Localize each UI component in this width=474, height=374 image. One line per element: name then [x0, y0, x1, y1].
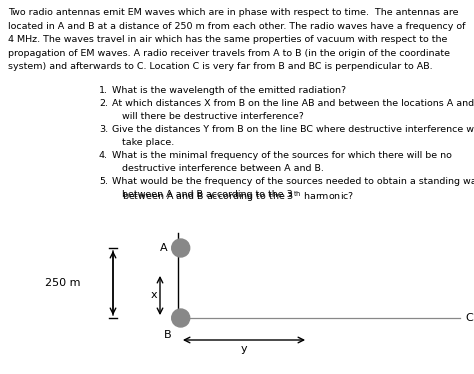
Text: between A and B according to the 3$^{\mathsf{th}}$ harmonic?: between A and B according to the 3$^{\ma… [122, 190, 354, 204]
Text: y: y [241, 344, 247, 354]
Text: destructive interference between A and B.: destructive interference between A and B… [122, 163, 324, 172]
Text: What is the minimal frequency of the sources for which there will be no: What is the minimal frequency of the sou… [112, 150, 452, 159]
Text: 5.: 5. [99, 177, 108, 186]
Text: Two radio antennas emit EM waves which are in phase with respect to time.  The a: Two radio antennas emit EM waves which a… [8, 8, 458, 17]
Text: between A and B according to the 3: between A and B according to the 3 [122, 190, 293, 199]
Text: located in A and B at a distance of 250 m from each other. The radio waves have : located in A and B at a distance of 250 … [8, 21, 465, 31]
Text: Give the distances Y from B on the line BC where destructive interference will: Give the distances Y from B on the line … [112, 125, 474, 134]
Text: take place.: take place. [122, 138, 174, 147]
Text: What is the wavelength of the emitted radiation?: What is the wavelength of the emitted ra… [112, 86, 346, 95]
Text: What would be the frequency of the sources needed to obtain a standing wave: What would be the frequency of the sourc… [112, 177, 474, 186]
Text: B: B [164, 330, 172, 340]
Text: will there be destructive interference?: will there be destructive interference? [122, 111, 304, 120]
Text: 4.: 4. [99, 150, 108, 159]
Circle shape [172, 239, 190, 257]
Text: 1.: 1. [99, 86, 108, 95]
Circle shape [172, 309, 190, 327]
Text: system) and afterwards to C. Location C is very far from B and BC is perpendicul: system) and afterwards to C. Location C … [8, 62, 433, 71]
Text: At which distances X from B on the line AB and between the locations A and B: At which distances X from B on the line … [112, 98, 474, 107]
Text: 2.: 2. [99, 98, 108, 107]
Text: propagation of EM waves. A radio receiver travels from A to B (in the origin of : propagation of EM waves. A radio receive… [8, 49, 450, 58]
Text: 250 m: 250 m [45, 278, 81, 288]
Text: C: C [465, 313, 473, 323]
Text: 3.: 3. [99, 125, 108, 134]
Text: x: x [150, 291, 157, 300]
Text: A: A [160, 243, 168, 253]
Text: 4 MHz. The waves travel in air which has the same properties of vacuum with resp: 4 MHz. The waves travel in air which has… [8, 35, 447, 44]
